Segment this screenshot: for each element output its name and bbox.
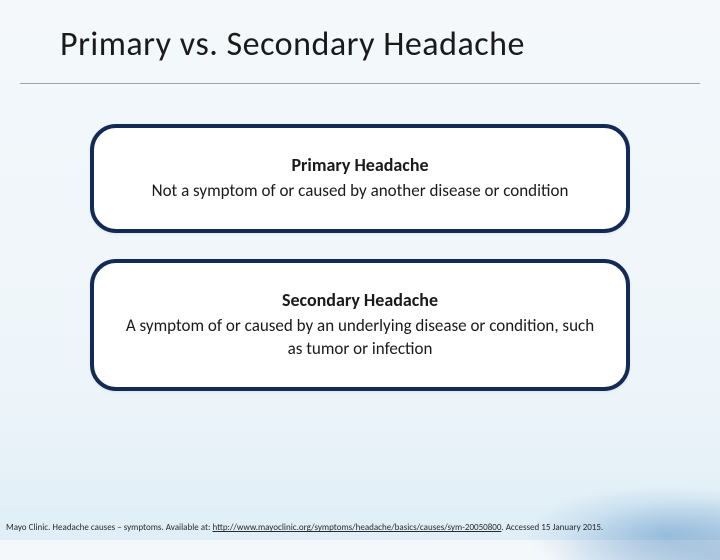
card-heading: Secondary Headache xyxy=(124,289,596,311)
citation-link: http://www.mayoclinic.org/symptoms/heada… xyxy=(212,522,501,533)
card-description: A symptom of or caused by an underlying … xyxy=(124,315,596,361)
citation-prefix: Mayo Clinic. Headache causes – symptoms.… xyxy=(6,522,212,533)
slide-title: Primary vs. Secondary Headache xyxy=(60,24,660,65)
secondary-headache-card: Secondary Headache A symptom of or cause… xyxy=(90,259,630,391)
card-description: Not a symptom of or caused by another di… xyxy=(124,180,596,203)
card-heading: Primary Headache xyxy=(124,154,596,176)
citation-text: Mayo Clinic. Headache causes – symptoms.… xyxy=(6,523,603,534)
card-container: Primary Headache Not a symptom of or cau… xyxy=(0,84,720,391)
title-area: Primary vs. Secondary Headache xyxy=(0,0,720,75)
primary-headache-card: Primary Headache Not a symptom of or cau… xyxy=(90,124,630,233)
decorative-wave xyxy=(470,430,720,560)
citation-suffix: . Accessed 15 January 2015. xyxy=(501,522,603,533)
